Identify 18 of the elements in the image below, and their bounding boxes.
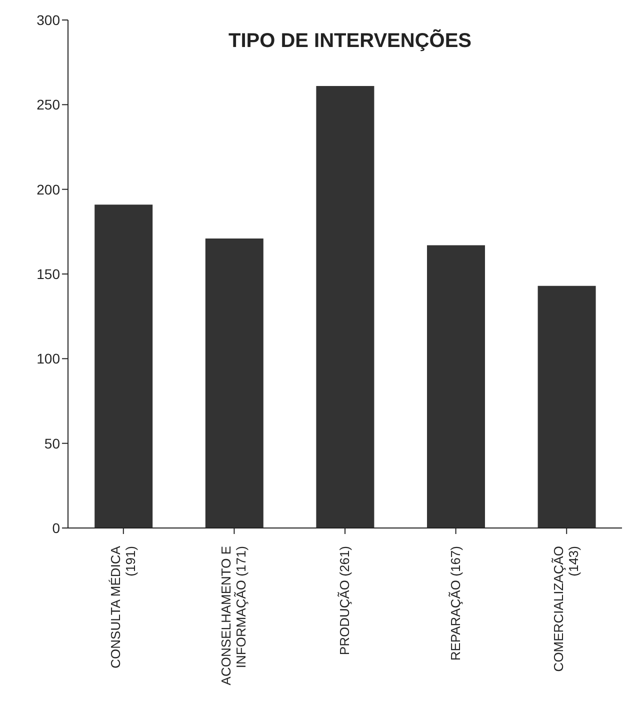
x-tick-label: ACONSELHAMENTO E INFORMAÇÃO (171): [218, 546, 249, 686]
y-tick-label: 150: [36, 266, 60, 282]
x-tick-label: PRODUÇÃO (261): [337, 546, 352, 656]
bar: [538, 286, 596, 528]
bar: [316, 86, 374, 528]
x-tick-label: COMERCIALIZAÇÃO (143): [551, 546, 582, 672]
y-tick-label: 200: [36, 181, 60, 198]
y-tick-label: 100: [36, 350, 60, 367]
bar: [94, 204, 153, 528]
text: TIPO DE INTERVENÇÕES: [227, 30, 472, 53]
y-tick-label: 50: [44, 435, 60, 452]
x-tick-label: CONSULTA MÉDICA (191): [108, 546, 138, 668]
x-tick-label: REPARAÇÃO (167): [448, 546, 463, 661]
bar: [205, 238, 264, 528]
y-tick-label: 250: [36, 96, 60, 113]
y-tick-label: 0: [52, 520, 60, 536]
y-tick-label: 300: [36, 12, 60, 28]
bar: [426, 245, 485, 528]
